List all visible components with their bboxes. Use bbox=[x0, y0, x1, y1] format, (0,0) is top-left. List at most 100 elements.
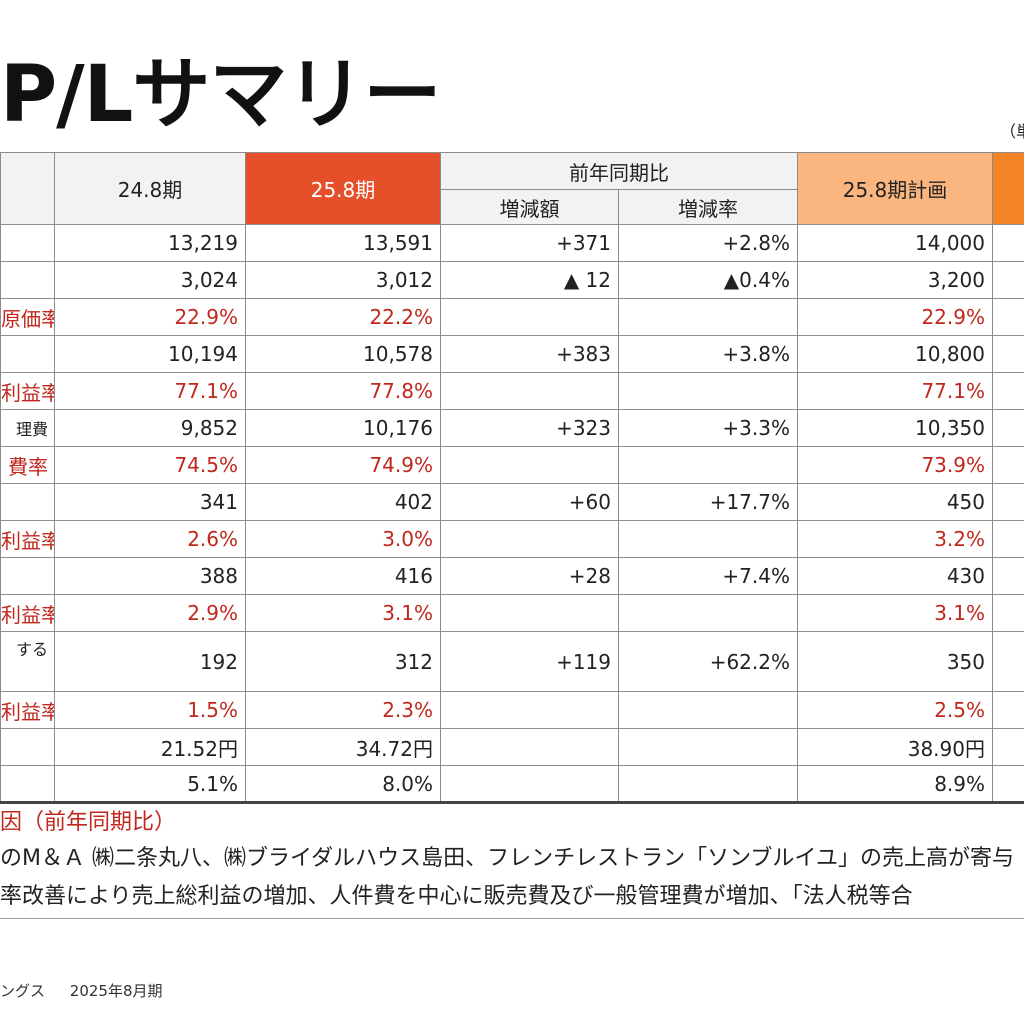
cell-curr: 3.1% bbox=[245, 594, 441, 632]
cell-diff bbox=[440, 728, 619, 766]
table-row: 5.1% 8.0% 8.9% bbox=[0, 765, 1024, 804]
cell-rate bbox=[618, 691, 798, 729]
unit-label: （単 bbox=[1000, 122, 1024, 141]
row-label bbox=[0, 557, 55, 595]
cell-plan: 77.1% bbox=[797, 372, 993, 410]
cell-cut bbox=[992, 631, 1024, 692]
cell-prev: 388 bbox=[54, 557, 246, 595]
cell-prev: 77.1% bbox=[54, 372, 246, 410]
cell-plan: 3,200 bbox=[797, 261, 993, 299]
notes-line-1: のM＆Ａ ㈱二条丸八、㈱ブライダルハウス島田、フレンチレストラン「ソンブルイユ」… bbox=[0, 846, 1014, 871]
row-label bbox=[0, 483, 55, 521]
row-label: 利益率 bbox=[0, 691, 55, 729]
cell-prev: 192 bbox=[54, 631, 246, 692]
table-row: する 192 312 +119 +62.2% 350 bbox=[0, 631, 1024, 692]
cell-rate: +62.2% bbox=[618, 631, 798, 692]
table-row: 13,219 13,591 +371 +2.8% 14,000 bbox=[0, 224, 1024, 262]
cell-curr: 402 bbox=[245, 483, 441, 521]
cell-prev: 9,852 bbox=[54, 409, 246, 447]
cell-prev: 21.52円 bbox=[54, 728, 246, 766]
cell-plan: 38.90円 bbox=[797, 728, 993, 766]
page-title: P/Lサマリー bbox=[0, 50, 441, 140]
row-label: 利益率 bbox=[0, 372, 55, 410]
table-row: 21.52円 34.72円 38.90円 bbox=[0, 728, 1024, 766]
cell-cut bbox=[992, 409, 1024, 447]
cell-diff: +371 bbox=[440, 224, 619, 262]
cell-plan: 73.9% bbox=[797, 446, 993, 484]
cell-diff: +60 bbox=[440, 483, 619, 521]
notes-heading: 因（前年同期比） bbox=[0, 810, 177, 835]
cell-cut bbox=[992, 520, 1024, 558]
cell-rate: ▲0.4% bbox=[618, 261, 798, 299]
cell-cut bbox=[992, 483, 1024, 521]
row-label: する bbox=[0, 631, 55, 692]
cell-rate: +7.4% bbox=[618, 557, 798, 595]
cell-prev: 5.1% bbox=[54, 765, 246, 804]
cell-curr: 3,012 bbox=[245, 261, 441, 299]
row-label: 理費 bbox=[0, 409, 55, 447]
cell-cut bbox=[992, 728, 1024, 766]
cell-rate: +17.7% bbox=[618, 483, 798, 521]
table-row: 利益率 2.9% 3.1% 3.1% bbox=[0, 594, 1024, 632]
row-label bbox=[0, 765, 55, 804]
row-label: 費率 bbox=[0, 446, 55, 484]
cell-curr: 8.0% bbox=[245, 765, 441, 804]
cell-curr: 34.72円 bbox=[245, 728, 441, 766]
cell-prev: 2.6% bbox=[54, 520, 246, 558]
cell-rate bbox=[618, 520, 798, 558]
table-row: 理費 9,852 10,176 +323 +3.3% 10,350 bbox=[0, 409, 1024, 447]
cell-cut bbox=[992, 335, 1024, 373]
cell-plan: 10,350 bbox=[797, 409, 993, 447]
cell-prev: 1.5% bbox=[54, 691, 246, 729]
header-diff: 増減額 bbox=[440, 189, 619, 225]
cell-plan: 8.9% bbox=[797, 765, 993, 804]
cell-rate: +3.3% bbox=[618, 409, 798, 447]
cell-cut bbox=[992, 765, 1024, 804]
footer-period: 2025年8月期 bbox=[69, 982, 163, 1000]
table-row: 費率 74.5% 74.9% 73.9% bbox=[0, 446, 1024, 484]
cell-plan: 2.5% bbox=[797, 691, 993, 729]
table-row: 利益率 1.5% 2.3% 2.5% bbox=[0, 691, 1024, 729]
cell-prev: 74.5% bbox=[54, 446, 246, 484]
cell-diff bbox=[440, 372, 619, 410]
cell-diff bbox=[440, 520, 619, 558]
cell-plan: 450 bbox=[797, 483, 993, 521]
cell-diff: +119 bbox=[440, 631, 619, 692]
cell-curr: 3.0% bbox=[245, 520, 441, 558]
row-label: 利益率 bbox=[0, 520, 55, 558]
cell-plan: 14,000 bbox=[797, 224, 993, 262]
cell-diff bbox=[440, 298, 619, 336]
footer-company: ングス bbox=[0, 982, 46, 1000]
pl-summary-table: 24.8期 25.8期 前年同期比 25.8期計画 増減額 増減率 13,219… bbox=[0, 152, 1024, 804]
cell-prev: 13,219 bbox=[54, 224, 246, 262]
cell-curr: 13,591 bbox=[245, 224, 441, 262]
header-item-col bbox=[0, 152, 55, 225]
cell-curr: 10,176 bbox=[245, 409, 441, 447]
table-row: 利益率 77.1% 77.8% 77.1% bbox=[0, 372, 1024, 410]
cell-plan: 350 bbox=[797, 631, 993, 692]
cell-rate: +3.8% bbox=[618, 335, 798, 373]
cell-plan: 10,800 bbox=[797, 335, 993, 373]
cell-rate bbox=[618, 446, 798, 484]
table-row: 3,024 3,012 ▲ 12 ▲0.4% 3,200 bbox=[0, 261, 1024, 299]
cell-cut bbox=[992, 224, 1024, 262]
cell-plan: 3.1% bbox=[797, 594, 993, 632]
cell-prev: 10,194 bbox=[54, 335, 246, 373]
cell-diff bbox=[440, 446, 619, 484]
row-label bbox=[0, 261, 55, 299]
cell-cut bbox=[992, 557, 1024, 595]
row-label: 利益率 bbox=[0, 594, 55, 632]
row-label bbox=[0, 335, 55, 373]
cell-rate bbox=[618, 728, 798, 766]
cell-curr: 2.3% bbox=[245, 691, 441, 729]
header-current-period: 25.8期 bbox=[245, 152, 441, 225]
cell-rate bbox=[618, 298, 798, 336]
cell-cut bbox=[992, 594, 1024, 632]
cell-diff bbox=[440, 594, 619, 632]
cell-curr: 74.9% bbox=[245, 446, 441, 484]
cell-prev: 341 bbox=[54, 483, 246, 521]
table-row: 10,194 10,578 +383 +3.8% 10,800 bbox=[0, 335, 1024, 373]
header-rate: 増減率 bbox=[618, 189, 798, 225]
cell-prev: 2.9% bbox=[54, 594, 246, 632]
cell-plan: 22.9% bbox=[797, 298, 993, 336]
